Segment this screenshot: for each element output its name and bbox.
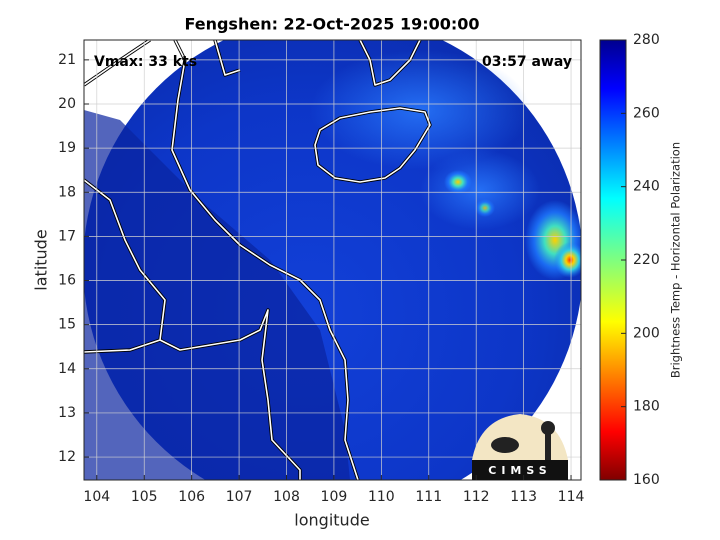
x-tick-label: 104 xyxy=(83,489,110,505)
y-tick-label: 18 xyxy=(58,184,76,200)
x-tick-label: 105 xyxy=(131,489,158,505)
colorbar-tick-label: 160 xyxy=(633,472,660,488)
x-tick-label: 112 xyxy=(463,489,490,505)
y-tick-label: 19 xyxy=(58,140,76,156)
x-tick-label: 111 xyxy=(415,489,442,505)
colorbar-label: Brightness Temp - Horizontal Polarizatio… xyxy=(669,142,683,378)
chart-title: Fengshen: 22-Oct-2025 19:00:00 xyxy=(184,15,479,34)
satellite-image xyxy=(84,40,581,480)
grid xyxy=(84,40,581,480)
y-tick-label: 15 xyxy=(58,317,76,333)
colorbar-tick-label: 220 xyxy=(633,252,660,268)
x-tick-label: 107 xyxy=(226,489,253,505)
y-tick-label: 13 xyxy=(58,405,76,421)
logo: CIMSS xyxy=(472,414,568,480)
y-tick-label: 20 xyxy=(58,96,76,112)
y-tick-label: 17 xyxy=(58,228,76,244)
colorbar-tick-label: 260 xyxy=(633,105,660,121)
x-tick-label: 110 xyxy=(368,489,395,505)
colorbar-tick-label: 280 xyxy=(633,32,660,48)
y-tick-label: 12 xyxy=(58,449,76,465)
x-tick-label: 106 xyxy=(178,489,205,505)
y-axis-label: latitude xyxy=(32,229,51,290)
annotation: 03:57 away xyxy=(482,54,572,70)
x-axis-label: longitude xyxy=(294,511,369,530)
y-tick-label: 16 xyxy=(58,273,76,289)
x-tick-label: 114 xyxy=(558,489,585,505)
annotation: Vmax: 33 kts xyxy=(94,54,197,70)
x-tick-label: 113 xyxy=(510,489,537,505)
y-tick-label: 14 xyxy=(58,361,76,377)
x-tick-label: 109 xyxy=(321,489,348,505)
colorbar-tick-label: 200 xyxy=(633,325,660,341)
y-tick-label: 21 xyxy=(58,52,76,68)
plot-frame xyxy=(83,39,582,481)
x-tick-label: 108 xyxy=(273,489,300,505)
colorbar-tick-label: 180 xyxy=(633,399,660,415)
logo-text: CIMSS xyxy=(488,464,551,477)
colorbar-tick-label: 240 xyxy=(633,179,660,195)
